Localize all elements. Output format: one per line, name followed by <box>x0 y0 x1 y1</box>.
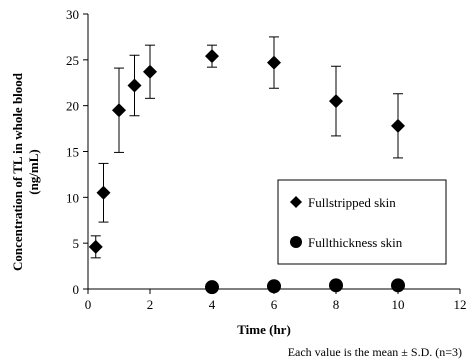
legend-marker <box>290 196 302 208</box>
series-2 <box>205 278 405 295</box>
data-point <box>112 103 126 118</box>
data-point <box>329 94 343 109</box>
legend-marker <box>290 236 302 248</box>
data-point <box>391 118 405 133</box>
legend: Fullstripped skin Fullthickness skin <box>277 179 447 265</box>
legend-box <box>277 179 447 265</box>
x-tick-label: 0 <box>85 297 92 312</box>
legend-label: Fullthickness skin <box>308 235 403 250</box>
data-point <box>143 64 157 79</box>
data-point <box>205 49 219 64</box>
legend-label: Fullstripped skin <box>308 195 396 210</box>
y-tick-label: 25 <box>66 53 79 68</box>
y-axis-ticks: 0 5 10 15 20 25 30 <box>66 7 88 297</box>
y-tick-label: 5 <box>73 236 80 251</box>
data-point <box>329 278 343 293</box>
data-point <box>88 239 103 254</box>
x-tick-label: 10 <box>392 297 405 312</box>
data-point <box>267 279 281 294</box>
x-tick-label: 8 <box>333 297 340 312</box>
y-tick-label: 0 <box>73 282 80 297</box>
series-1 <box>88 36 405 259</box>
data-marks <box>88 36 405 295</box>
x-tick-label: 12 <box>454 297 467 312</box>
data-point <box>391 278 405 293</box>
y-tick-label: 30 <box>66 7 79 22</box>
x-tick-label: 4 <box>209 297 216 312</box>
data-point <box>267 55 281 70</box>
y-tick-label: 15 <box>66 145 79 160</box>
y-axis-title-line2: (ng/mL) <box>26 149 41 195</box>
data-point <box>96 185 111 200</box>
y-tick-label: 20 <box>66 99 79 114</box>
y-tick-label: 10 <box>66 190 79 205</box>
y-axis-title: Concentration of TL in whole blood (ng/m… <box>10 72 41 271</box>
footnote: Each value is the mean ± S.D. (n=3) <box>288 345 462 359</box>
data-point <box>127 78 142 93</box>
x-tick-label: 2 <box>147 297 154 312</box>
x-tick-label: 6 <box>271 297 278 312</box>
y-axis-title-line1: Concentration of TL in whole blood <box>10 72 25 271</box>
x-axis-title: Time (hr) <box>237 322 291 337</box>
data-point <box>205 280 219 295</box>
